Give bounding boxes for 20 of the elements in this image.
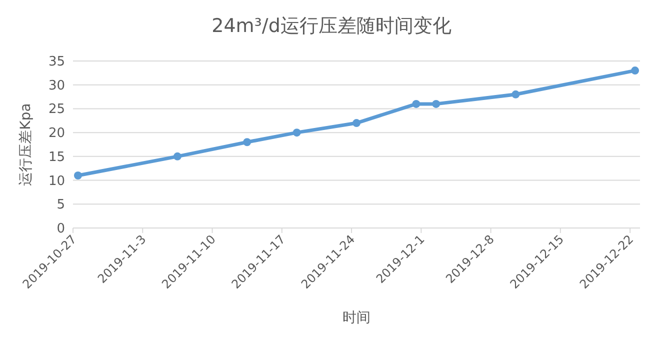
point [243, 138, 252, 146]
point [352, 119, 360, 128]
y-tick-label: 25 [48, 102, 65, 118]
point [292, 128, 301, 137]
y-axis-title: 运行压差Kpa [18, 103, 34, 186]
point [631, 66, 640, 75]
y-tick-label: 15 [48, 150, 65, 165]
y-tick-label: 30 [48, 78, 65, 94]
x-axis-title: 时间 [342, 310, 370, 326]
y-tick-label: 10 [48, 174, 65, 189]
y-tick-label: 35 [48, 54, 65, 70]
point [74, 172, 82, 180]
point [173, 152, 182, 160]
chart-title: 24m³/d运行压差随时间变化 [212, 15, 452, 37]
point [512, 90, 520, 98]
point [412, 100, 420, 108]
y-tick-label: 5 [56, 198, 65, 213]
y-tick-label: 0 [56, 222, 65, 236]
point [432, 100, 440, 108]
y-tick-label: 20 [48, 126, 65, 142]
